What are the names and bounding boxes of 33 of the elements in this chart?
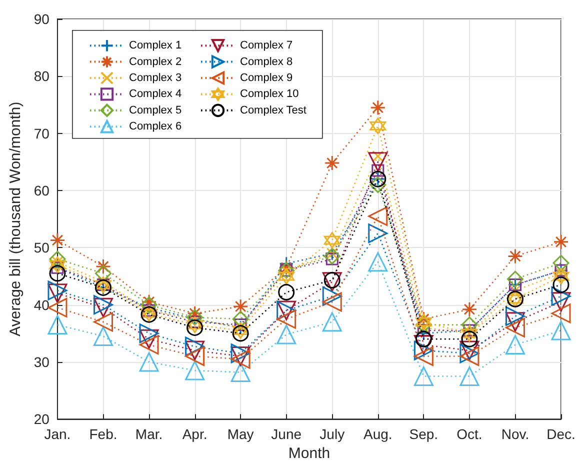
legend-label: Complex 5 (129, 104, 182, 116)
y-tick-label: 40 (34, 296, 50, 313)
x-tick-label: Sep. (409, 426, 438, 442)
legend-label: Complex 3 (129, 72, 182, 84)
legend-label: Complex Test (240, 104, 306, 116)
legend-label: Complex 10 (240, 88, 299, 100)
y-tick-label: 30 (34, 354, 50, 370)
x-tick-label: Oct. (456, 426, 482, 442)
x-tick-label: July (320, 426, 345, 442)
y-axis-title: Average bill (thousand Won/month) (7, 102, 24, 336)
y-tick-label: 90 (34, 11, 50, 27)
y-tick-label: 60 (34, 182, 50, 198)
x-tick-label: Jan. (44, 426, 71, 442)
x-tick-label: Nov. (501, 426, 530, 442)
legend-label: Complex 8 (240, 56, 293, 68)
x-axis-title: Month (288, 445, 330, 462)
legend-label: Complex 1 (129, 40, 182, 52)
x-tick-label: Feb. (89, 426, 118, 442)
legend-label: Complex 9 (240, 72, 293, 84)
legend-label: Complex 7 (240, 40, 293, 52)
legend-label: Complex 2 (129, 56, 182, 68)
x-tick-label: Aug. (363, 426, 392, 442)
y-tick-label: 70 (34, 125, 50, 142)
y-tick-label: 20 (34, 411, 50, 428)
y-tick-label: 80 (34, 68, 50, 84)
x-tick-label: Dec. (546, 426, 576, 442)
y-tick-label: 50 (34, 240, 50, 256)
x-tick-label: Mar. (135, 426, 163, 442)
x-tick-label: June (271, 426, 302, 442)
legend-label: Complex 6 (129, 120, 182, 133)
legend-label: Complex 4 (129, 88, 182, 100)
x-tick-label: May (227, 426, 254, 442)
x-tick-label: Apr. (182, 426, 208, 442)
